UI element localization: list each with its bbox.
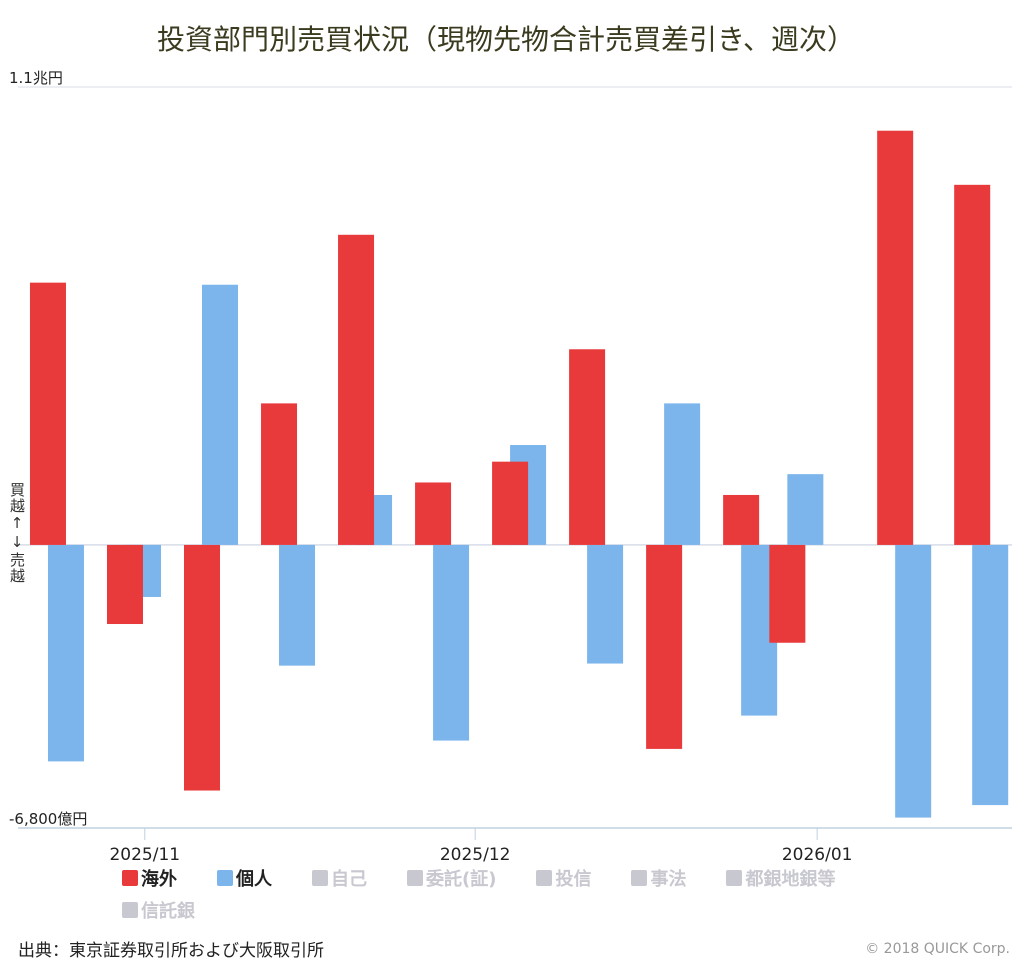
copyright: © 2018 QUICK Corp. bbox=[865, 941, 1010, 957]
bar bbox=[47, 544, 84, 762]
legend-item[interactable]: 投信 bbox=[536, 866, 591, 890]
bar bbox=[279, 544, 316, 666]
legend-swatch bbox=[122, 870, 138, 886]
legend-swatch bbox=[312, 870, 328, 886]
y-tick-label: -6,800億円 bbox=[9, 810, 87, 828]
bar bbox=[877, 130, 914, 545]
bar bbox=[769, 544, 806, 643]
bar bbox=[106, 544, 143, 625]
bar bbox=[646, 544, 683, 749]
legend-item[interactable]: 海外 bbox=[122, 866, 177, 890]
bar bbox=[338, 234, 375, 545]
bar bbox=[787, 474, 824, 545]
legend: 海外 個人 自己 委託(証) 投信 事法 都銀地銀等信託銀 bbox=[122, 866, 942, 922]
bar bbox=[569, 349, 606, 545]
bar bbox=[492, 461, 529, 545]
bar bbox=[664, 403, 701, 545]
bar bbox=[954, 184, 991, 545]
chart-title: 投資部門別売買状況（現物先物合計売買差引き、週次） bbox=[157, 23, 855, 56]
legend-label: 海外 bbox=[141, 869, 177, 890]
bar bbox=[202, 284, 239, 545]
bar bbox=[895, 544, 932, 818]
x-tick-label: 2026/01 bbox=[782, 845, 853, 865]
legend-item[interactable]: 自己 bbox=[312, 866, 367, 890]
legend-item[interactable]: 都銀地銀等 bbox=[726, 866, 835, 890]
legend-label: 委託(証) bbox=[426, 869, 497, 890]
legend-swatch bbox=[536, 870, 553, 886]
y-axis-label: 買越↑↓売越 bbox=[8, 482, 26, 584]
legend-item[interactable]: 委託(証) bbox=[407, 866, 496, 890]
bar bbox=[587, 544, 624, 664]
legend-item[interactable]: 事法 bbox=[631, 866, 686, 890]
x-tick-label: 2025/12 bbox=[440, 845, 511, 865]
bar bbox=[723, 494, 760, 545]
legend-label: 信託銀 bbox=[141, 901, 195, 922]
legend-label: 自己 bbox=[331, 869, 367, 890]
legend-label: 都銀地銀等 bbox=[745, 869, 836, 890]
legend-label: 投信 bbox=[555, 869, 592, 890]
bar bbox=[415, 482, 452, 545]
bar bbox=[29, 282, 66, 545]
source: 出典：東京証券取引所および大阪取引所 bbox=[18, 941, 324, 961]
legend-swatch bbox=[217, 870, 233, 886]
legend-label: 個人 bbox=[236, 869, 272, 890]
legend-item[interactable]: 個人 bbox=[217, 866, 272, 890]
bar bbox=[972, 544, 1009, 806]
y-tick-label: 1.1兆円 bbox=[9, 69, 63, 87]
bar bbox=[261, 403, 298, 545]
legend-label: 事法 bbox=[650, 869, 687, 890]
x-tick-label: 2025/11 bbox=[109, 845, 180, 865]
legend-swatch bbox=[631, 870, 648, 886]
legend-swatch bbox=[726, 870, 743, 886]
legend-swatch bbox=[407, 870, 423, 886]
legend-swatch bbox=[122, 902, 138, 918]
bar bbox=[184, 544, 221, 791]
legend-item[interactable]: 信託銀 bbox=[122, 898, 195, 922]
bar bbox=[433, 544, 470, 741]
